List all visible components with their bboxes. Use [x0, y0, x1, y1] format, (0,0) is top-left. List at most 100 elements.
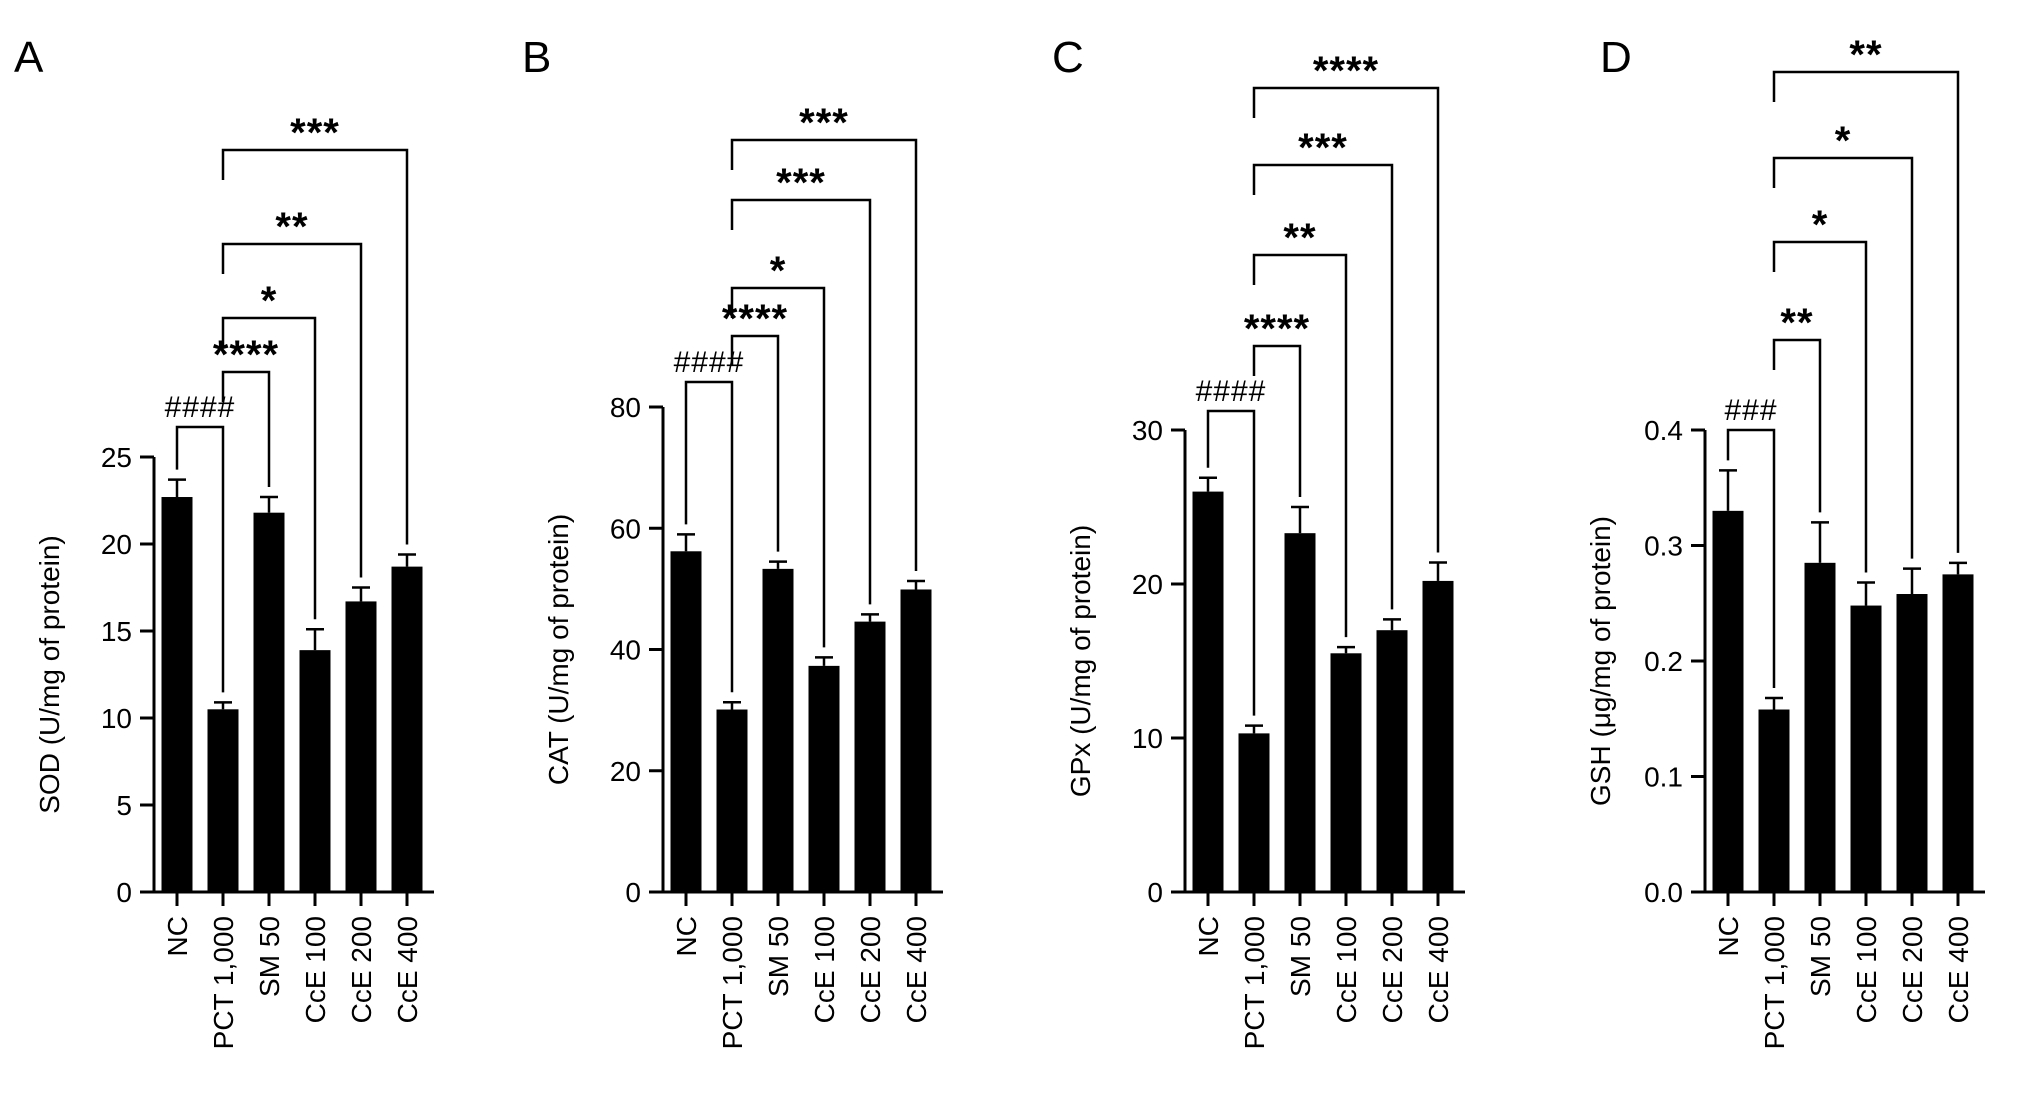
y-tick-label: 20	[610, 756, 641, 787]
category-label: CcE 400	[392, 916, 423, 1023]
y-tick-label: 15	[101, 616, 132, 647]
y-tick-label: 0.3	[1644, 531, 1683, 562]
significance-label: ****	[1313, 49, 1379, 93]
significance-label: ***	[776, 161, 826, 205]
significance-label: *	[770, 249, 787, 293]
bar-NC	[1712, 510, 1744, 892]
significance-label: ###	[1724, 394, 1777, 427]
category-label: NC	[671, 916, 702, 956]
category-label: PCT 1,000	[1239, 916, 1270, 1049]
y-tick-label: 5	[116, 790, 132, 821]
significance-label: ****	[1244, 307, 1310, 351]
significance-label: **	[1780, 301, 1813, 345]
y-tick-label: 80	[610, 392, 641, 423]
category-label: SM 50	[1285, 916, 1316, 997]
y-tick-label: 0	[1147, 877, 1163, 908]
bar-CcE 400	[1422, 580, 1454, 892]
significance-bracket	[221, 242, 363, 578]
significance-bracket	[730, 286, 826, 648]
category-label: CcE 400	[901, 916, 932, 1023]
panel-B: B 0 20 40 60 80 CAT (U/mg of protein) NC PCT 1,0…	[522, 33, 943, 1049]
significance-bracket	[730, 334, 780, 552]
y-tick-label: 0	[116, 877, 132, 908]
category-label: CcE 100	[1331, 916, 1362, 1023]
significance-bracket	[221, 370, 271, 488]
significance-label: ***	[799, 101, 849, 145]
category-label: CcE 400	[1943, 916, 1974, 1023]
panel-label: B	[522, 33, 551, 82]
category-label: PCT 1,000	[717, 916, 748, 1049]
bar-CcE 200	[1896, 594, 1928, 892]
significance-bracket	[221, 316, 317, 620]
significance-label: **	[275, 205, 308, 249]
bar-NC	[670, 551, 702, 892]
y-tick-label: 30	[1132, 415, 1163, 446]
bar-SM 50	[762, 568, 794, 892]
significance-bracket	[1772, 338, 1822, 513]
significance-bracket	[1772, 156, 1914, 559]
y-axis-label: SOD (U/mg of protein)	[34, 535, 65, 814]
significance-bracket	[1206, 409, 1256, 716]
significance-label: ####	[674, 346, 745, 379]
significance-label: ####	[1196, 375, 1267, 408]
bar-CcE 100	[1850, 605, 1882, 892]
y-tick-label: 0.4	[1644, 415, 1683, 446]
y-axis-label: GPx (U/mg of protein)	[1065, 525, 1096, 797]
significance-bracket	[1252, 344, 1302, 497]
panel-label: D	[1600, 33, 1632, 82]
y-tick-label: 20	[101, 529, 132, 560]
y-tick-label: 0	[625, 877, 641, 908]
significance-bracket	[1772, 240, 1868, 573]
panel-D: D 0.0 0.1 0.2 0.3 0.4 GSH (μg/mg of protein) NC…	[1585, 33, 1985, 1049]
panel-label: C	[1052, 33, 1084, 82]
category-label: SM 50	[254, 916, 285, 997]
bar-CcE 100	[1330, 653, 1362, 892]
significance-bracket	[1772, 70, 1960, 553]
category-label: CcE 400	[1423, 916, 1454, 1023]
bar-CcE 100	[299, 650, 331, 892]
panel-C: C 0 10 20 30 GPx (U/mg of protein) NC PCT 1,000…	[1052, 33, 1465, 1049]
bar-CcE 100	[808, 665, 840, 892]
significance-bracket	[221, 148, 409, 545]
bar-CcE 200	[1376, 630, 1408, 892]
category-label: NC	[1193, 916, 1224, 956]
significance-bracket	[730, 198, 872, 605]
y-tick-label: 10	[1132, 723, 1163, 754]
y-tick-label: 25	[101, 442, 132, 473]
category-label: NC	[1713, 916, 1744, 956]
y-tick-label: 40	[610, 635, 641, 666]
significance-label: *	[261, 279, 278, 323]
category-label: SM 50	[1805, 916, 1836, 997]
y-tick-label: 20	[1132, 569, 1163, 600]
y-tick-label: 0.2	[1644, 646, 1683, 677]
y-tick-label: 60	[610, 513, 641, 544]
category-label: CcE 100	[300, 916, 331, 1023]
significance-label: **	[1849, 33, 1882, 77]
significance-label: ***	[1298, 126, 1348, 170]
bar-NC	[1192, 491, 1224, 892]
significance-bracket	[175, 425, 225, 693]
y-axis-label: GSH (μg/mg of protein)	[1585, 516, 1616, 806]
category-label: CcE 200	[346, 916, 377, 1023]
bar-SM 50	[1284, 533, 1316, 892]
y-tick-label: 0.1	[1644, 762, 1683, 793]
category-label: CcE 100	[1851, 916, 1882, 1023]
bar-PCT 1,000	[1758, 709, 1790, 892]
bar-CcE 200	[345, 601, 377, 892]
category-label: CcE 200	[1377, 916, 1408, 1023]
significance-label: ####	[165, 391, 236, 424]
panel-A: A 0 5 10 15 20 25 SOD (U/mg of protein) NC PCT 1,…	[14, 33, 434, 1049]
category-label: CcE 200	[855, 916, 886, 1023]
significance-bracket	[1726, 428, 1776, 688]
y-axis-label: CAT (U/mg of protein)	[543, 514, 574, 785]
bar-NC	[161, 497, 193, 892]
significance-bracket	[1252, 253, 1348, 638]
bar-PCT 1,000	[1238, 733, 1270, 892]
y-tick-label: 0.0	[1644, 877, 1683, 908]
significance-bracket	[1252, 163, 1394, 610]
bar-PCT 1,000	[716, 709, 748, 892]
bar-SM 50	[253, 512, 285, 892]
y-tick-label: 10	[101, 703, 132, 734]
significance-bracket	[1252, 86, 1440, 553]
